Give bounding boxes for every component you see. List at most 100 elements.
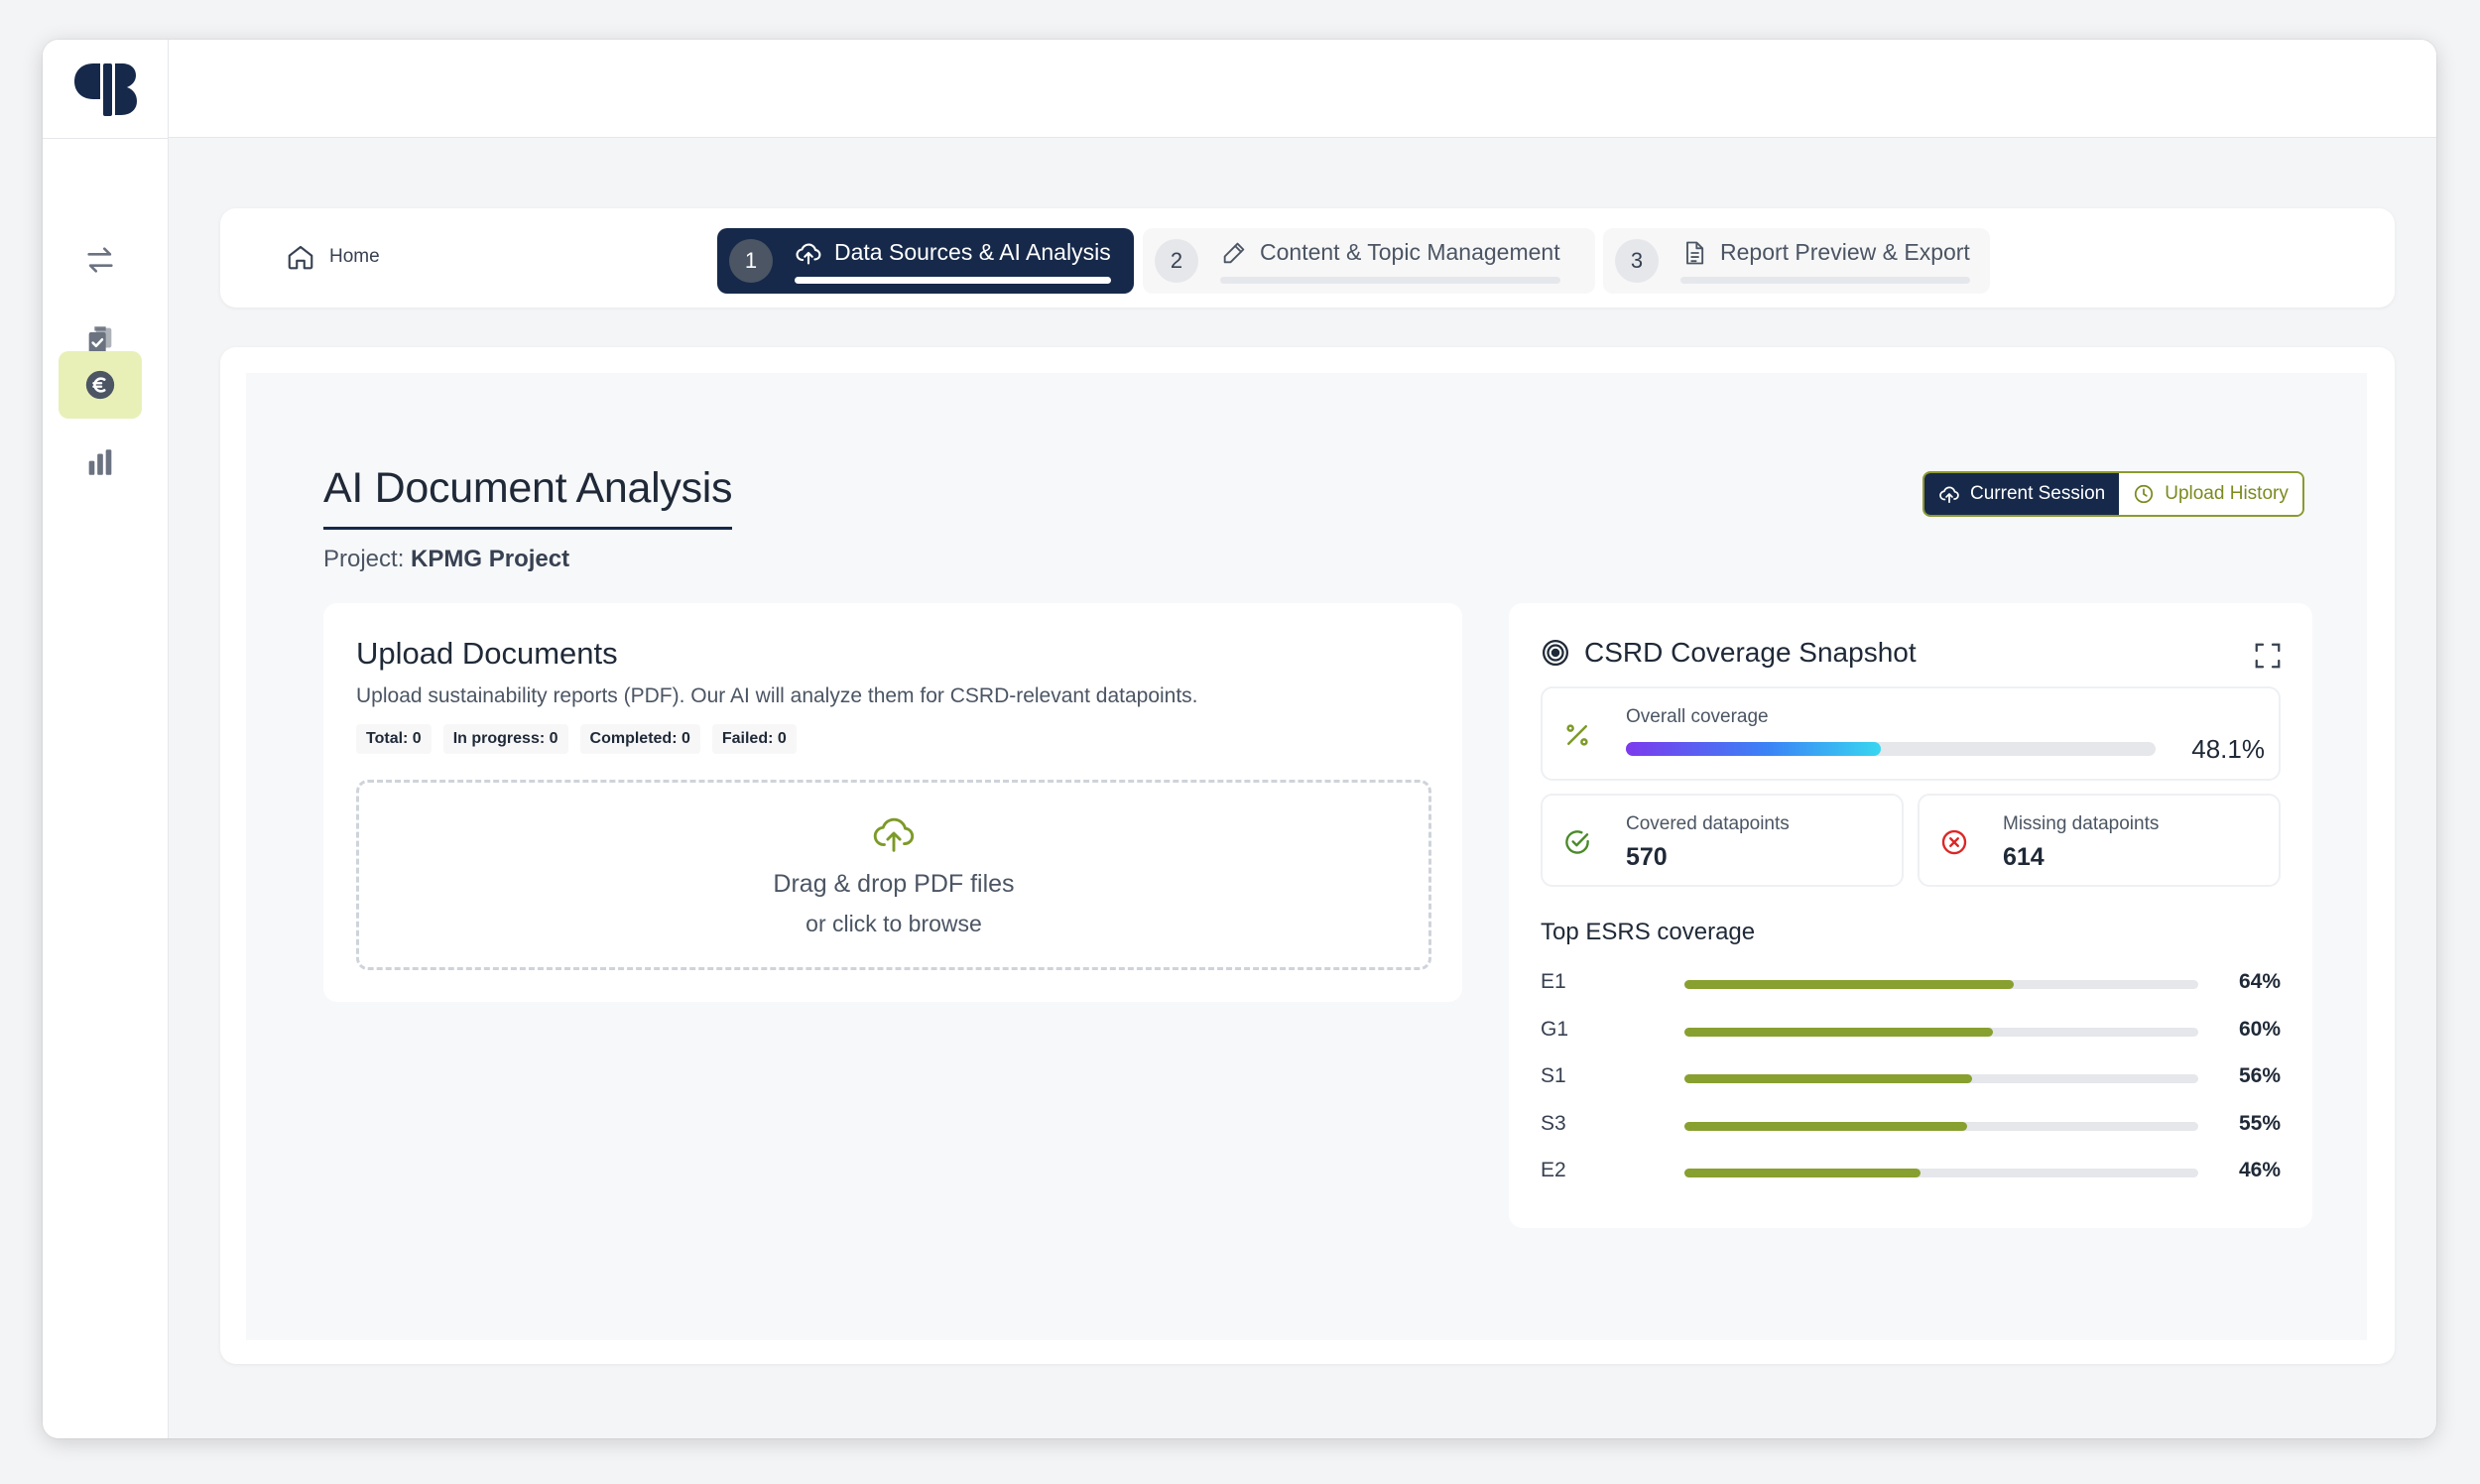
project-prefix: Project: [323, 546, 405, 572]
overall-coverage-label: Overall coverage [1626, 706, 1769, 727]
upload-history-label: Upload History [2165, 483, 2289, 504]
counter-failed: Failed: 0 [711, 724, 797, 754]
counter-in-progress: In progress: 0 [442, 724, 568, 754]
covered-datapoints-label: Covered datapoints [1626, 813, 1790, 834]
page-title: AI Document Analysis [323, 464, 733, 530]
clock-icon [2135, 484, 2154, 504]
step-number: 2 [1155, 239, 1198, 283]
esrs-row: G1 60% [1541, 1018, 2281, 1065]
esrs-percent: 60% [2238, 1017, 2281, 1041]
esrs-bar [1684, 1121, 2198, 1131]
euro-coin-icon [85, 370, 115, 400]
esrs-row: S3 55% [1541, 1112, 2281, 1160]
current-session-button[interactable]: Current Session [1924, 473, 2120, 515]
esrs-percent: 56% [2238, 1064, 2281, 1087]
clipboard-check-icon [88, 326, 112, 354]
overall-coverage-bar [1626, 742, 2156, 756]
home-icon [288, 245, 313, 270]
step-progress [795, 276, 1111, 284]
esrs-code: E1 [1541, 970, 1566, 993]
check-circle-icon [1565, 830, 1589, 854]
step-number: 3 [1615, 239, 1659, 283]
esrs-code: G1 [1541, 1017, 1569, 1041]
esrs-code: S1 [1541, 1064, 1566, 1087]
project-line: Project: KPMG Project [323, 546, 569, 573]
overall-coverage-panel: Overall coverage 48.1% [1541, 686, 2281, 781]
esrs-row: S1 56% [1541, 1064, 2281, 1112]
step-label: Content & Topic Management [1260, 239, 1560, 265]
project-name: KPMG Project [411, 546, 570, 572]
transfer-arrows-icon [87, 247, 113, 273]
esrs-bar [1684, 1169, 2198, 1177]
overall-coverage-fill [1626, 742, 1881, 756]
missing-datapoints-value: 614 [2003, 843, 2045, 871]
target-icon [1543, 640, 1568, 666]
esrs-title: Top ESRS coverage [1541, 919, 1756, 945]
step-progress [1680, 276, 1970, 284]
esrs-bar-fill [1684, 1121, 1967, 1131]
pencil-icon [1223, 242, 1245, 263]
cloud-upload-icon [1939, 486, 1959, 504]
main-content: AI Document Analysis Project: KPMG Proje… [246, 373, 2367, 1340]
cloud-upload-icon [796, 243, 821, 265]
csrd-coverage-card: CSRD Coverage Snapshot Overall coverage … [1509, 603, 2312, 1228]
home-link[interactable]: Home [286, 242, 380, 272]
esrs-bar [1684, 1027, 2198, 1037]
overall-coverage-value: 48.1% [2191, 734, 2265, 764]
session-toggle: Current Session Upload History [1922, 471, 2304, 517]
nav-item-documents[interactable] [59, 306, 142, 373]
nav-item-finance[interactable] [59, 351, 142, 419]
esrs-bar [1684, 1074, 2198, 1083]
nav-item-transfers[interactable] [59, 226, 142, 294]
cloud-upload-icon [873, 817, 915, 852]
current-session-label: Current Session [1970, 483, 2106, 504]
covered-datapoints-panel: Covered datapoints 570 [1541, 794, 1904, 887]
esrs-row: E2 46% [1541, 1159, 2281, 1206]
sidebar [43, 40, 169, 1438]
step-report-preview[interactable]: 3 Report Preview & Export [1603, 228, 1990, 294]
bar-chart-icon [88, 449, 112, 475]
csrd-title: CSRD Coverage Snapshot [1584, 637, 1917, 668]
document-icon [1686, 241, 1704, 264]
counter-completed: Completed: 0 [579, 724, 700, 754]
csrd-header: CSRD Coverage Snapshot [1541, 637, 1917, 669]
upload-description: Upload sustainability reports (PDF). Our… [356, 684, 1198, 707]
step-number: 1 [729, 239, 773, 283]
sidebar-divider [43, 138, 169, 139]
esrs-coverage-list: E1 64% G1 60% S1 56% S3 [1541, 970, 2281, 1206]
dropzone-subtitle: or click to browse [806, 911, 982, 936]
counter-total: Total: 0 [356, 724, 432, 754]
esrs-bar-fill [1684, 980, 2014, 989]
missing-datapoints-label: Missing datapoints [2003, 813, 2160, 834]
esrs-bar-fill [1684, 1169, 1922, 1177]
step-content-topics[interactable]: 2 Content & Topic Management [1143, 228, 1595, 294]
esrs-percent: 64% [2238, 970, 2281, 993]
esrs-row: E1 64% [1541, 970, 2281, 1018]
percent-icon [1566, 724, 1588, 746]
app-window: Home 1 Data Sources & AI Analysis 2 Cont… [43, 40, 2436, 1438]
esrs-bar-fill [1684, 1027, 1993, 1037]
brand-logo[interactable] [70, 60, 140, 119]
upload-documents-card: Upload Documents Upload sustainability r… [323, 603, 1462, 1002]
upload-counters: Total: 0 In progress: 0 Completed: 0 Fai… [356, 724, 797, 754]
step-label: Data Sources & AI Analysis [834, 239, 1111, 265]
esrs-bar-fill [1684, 1074, 1973, 1083]
step-label: Report Preview & Export [1720, 239, 1970, 265]
nav-item-analytics[interactable] [59, 429, 142, 496]
esrs-percent: 46% [2238, 1159, 2281, 1181]
step-progress [1220, 276, 1560, 284]
x-circle-icon [1941, 829, 1967, 855]
expand-icon[interactable] [2253, 641, 2283, 671]
pdf-dropzone[interactable]: Drag & drop PDF files or click to browse [356, 780, 1431, 970]
esrs-bar [1684, 980, 2198, 989]
dropzone-title: Drag & drop PDF files [773, 870, 1015, 898]
esrs-percent: 55% [2238, 1111, 2281, 1135]
esrs-code: E2 [1541, 1159, 1566, 1181]
missing-datapoints-panel: Missing datapoints 614 [1918, 794, 2281, 887]
covered-datapoints-value: 570 [1626, 843, 1668, 871]
upload-title: Upload Documents [356, 636, 618, 671]
home-label: Home [329, 246, 380, 267]
main-card: AI Document Analysis Project: KPMG Proje… [220, 347, 2395, 1364]
step-data-sources[interactable]: 1 Data Sources & AI Analysis [717, 228, 1134, 294]
upload-history-button[interactable]: Upload History [2119, 473, 2302, 515]
